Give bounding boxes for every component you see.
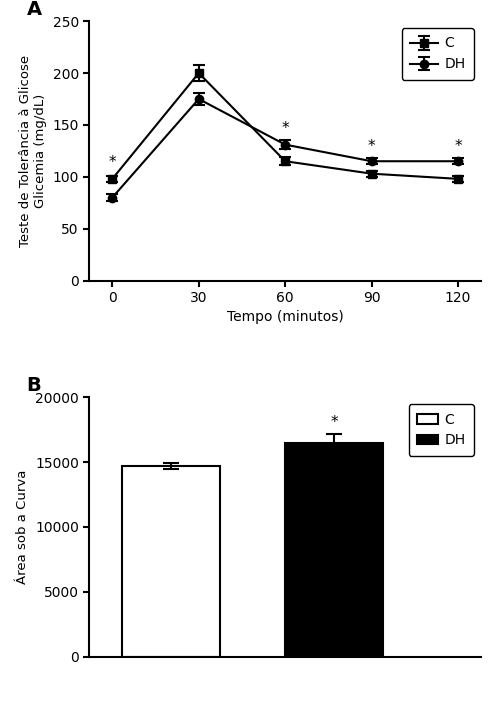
Bar bbox=[122, 466, 220, 657]
Legend: C, DH: C, DH bbox=[402, 28, 474, 80]
Text: *: * bbox=[281, 121, 289, 136]
Text: *: * bbox=[368, 139, 375, 154]
Text: *: * bbox=[330, 414, 338, 430]
Bar bbox=[285, 443, 383, 657]
Y-axis label: Teste de Tolerância à Glicose
Glicemia (mg/dL): Teste de Tolerância à Glicose Glicemia (… bbox=[19, 55, 47, 247]
Text: *: * bbox=[454, 139, 462, 154]
Y-axis label: Área sob a Curva: Área sob a Curva bbox=[16, 469, 29, 584]
Text: B: B bbox=[27, 376, 41, 395]
Text: *: * bbox=[109, 155, 116, 169]
X-axis label: Tempo (minutos): Tempo (minutos) bbox=[227, 311, 344, 325]
Legend: C, DH: C, DH bbox=[409, 404, 474, 456]
Text: A: A bbox=[27, 1, 42, 20]
